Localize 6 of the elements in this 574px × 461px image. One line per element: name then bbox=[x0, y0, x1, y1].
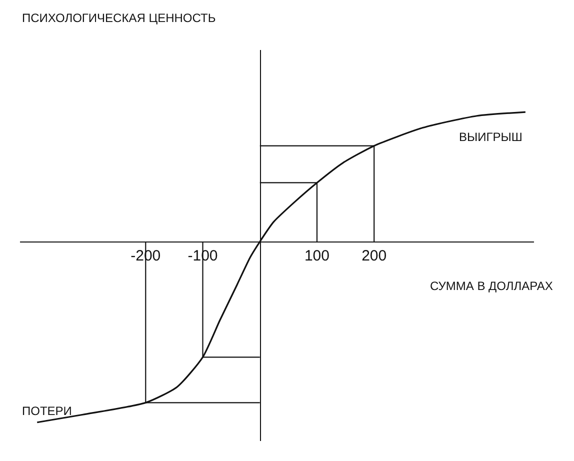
x-tick-label: 100 bbox=[304, 248, 330, 265]
annotation: ВЫИГРЫШ bbox=[459, 130, 522, 144]
x-axis-title: СУММА В ДОЛЛАРАХ bbox=[430, 279, 553, 293]
annotation: ПОТЕРИ bbox=[22, 404, 72, 418]
text: ПСИХОЛОГИЧЕСКАЯ ЦЕННОСТЬ bbox=[22, 11, 216, 25]
x-tick-label: 200 bbox=[362, 248, 387, 265]
